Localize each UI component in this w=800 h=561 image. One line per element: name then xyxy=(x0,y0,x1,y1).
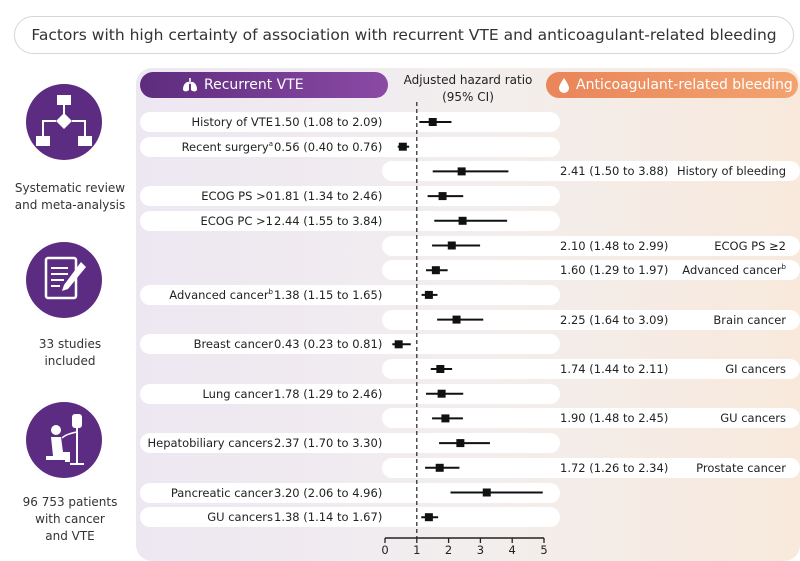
hr-marker xyxy=(457,167,466,176)
hr-marker xyxy=(438,192,447,201)
hr-marker xyxy=(456,439,465,448)
recurrent-vte-header: Recurrent VTE xyxy=(140,72,388,98)
factor-label: Advanced cancerb xyxy=(169,287,273,302)
table-row: Pancreatic cancer 3.20 (2.06 to 4.96) xyxy=(140,482,560,503)
hazard-ratio-value: 2.44 (1.55 to 3.84) xyxy=(274,213,383,228)
hr-marker xyxy=(398,142,407,151)
factor-label: Breast cancer xyxy=(193,337,273,352)
chart-title: Factors with high certainty of associati… xyxy=(14,16,794,54)
x-tick-label: 5 xyxy=(540,543,547,557)
table-row: Advanced cancerb 1.38 (1.15 to 1.65) xyxy=(140,284,560,305)
factor-label: ECOG PS >0 xyxy=(201,189,273,204)
flowchart-icon xyxy=(26,84,102,160)
hr-marker xyxy=(452,315,461,324)
study-summary-panel: Systematic review and meta-analysis 33 s… xyxy=(0,70,140,561)
table-row: Advanced cancerb 1.60 (1.29 to 1.97) xyxy=(382,260,800,281)
studies-count-label: 33 studies included xyxy=(38,337,102,368)
x-tick-label: 3 xyxy=(477,543,484,557)
document-pencil-icon xyxy=(26,242,102,318)
x-tick-label: 4 xyxy=(509,543,516,557)
study-design-label: Systematic review and meta-analysis xyxy=(14,181,126,212)
hazard-ratio-value: 1.38 (1.14 to 1.67) xyxy=(274,510,383,525)
table-row: Brain cancer 2.25 (1.64 to 3.09) xyxy=(382,309,800,330)
factor-label: Lung cancer xyxy=(202,386,273,401)
hazard-ratio-value: 2.10 (1.48 to 2.99) xyxy=(560,238,669,253)
lungs-icon xyxy=(182,77,198,93)
hr-marker xyxy=(431,266,440,275)
table-row: Hepatobiliary cancers 2.37 (1.70 to 3.30) xyxy=(140,433,560,454)
factor-label: Prostate cancer xyxy=(696,460,786,475)
factor-label: GI cancers xyxy=(725,362,786,376)
hr-marker xyxy=(447,241,456,250)
hazard-ratio-value: 1.50 (1.08 to 2.09) xyxy=(274,115,383,129)
hazard-ratio-value: 1.72 (1.26 to 2.34) xyxy=(560,460,669,475)
factor-label: Brain cancer xyxy=(713,312,786,327)
hazard-ratio-value: 0.56 (0.40 to 0.76) xyxy=(274,139,383,154)
hazard-ratio-value: 2.37 (1.70 to 3.30) xyxy=(274,436,383,451)
factor-label: History of bleeding xyxy=(676,164,786,179)
table-row: GI cancers 1.74 (1.44 to 2.11) xyxy=(382,359,800,379)
hazard-ratio-value: 1.60 (1.29 to 1.97) xyxy=(560,263,669,278)
hazard-ratio-value: 2.25 (1.64 to 3.09) xyxy=(560,312,669,327)
factor-label: GU cancers xyxy=(207,510,273,525)
x-tick-label: 0 xyxy=(381,543,388,557)
patient-iv-drip-icon xyxy=(26,402,102,478)
hazard-ratio-value: 0.43 (0.23 to 0.81) xyxy=(274,337,383,352)
hr-marker xyxy=(437,389,446,398)
table-row: Breast cancer 0.43 (0.23 to 0.81) xyxy=(140,334,560,355)
hazard-ratio-value: 1.74 (1.44 to 2.11) xyxy=(560,362,669,376)
table-row: Lung cancer 1.78 (1.29 to 2.46) xyxy=(140,383,560,404)
table-row: ECOG PC >1 2.44 (1.55 to 3.84) xyxy=(140,210,560,231)
hr-marker xyxy=(482,488,491,497)
factor-label: Advanced cancerb xyxy=(682,263,786,278)
forest-plot: 0 1 2 3 4 5 xyxy=(381,102,548,557)
hazard-ratio-value: 1.90 (1.48 to 2.45) xyxy=(560,411,669,426)
hr-marker xyxy=(424,513,433,522)
factor-label: GU cancers xyxy=(720,411,786,426)
hazard-ratio-value: 2.41 (1.50 to 3.88) xyxy=(560,164,669,179)
factor-label: Recent surgerya xyxy=(181,139,273,154)
hr-marker xyxy=(458,216,467,225)
patients-count-label: 96 753 patients with cancer and VTE xyxy=(22,495,118,543)
hazard-ratio-header: Adjusted hazard ratio (95% CI) xyxy=(403,73,533,104)
factor-label: History of VTE xyxy=(191,115,273,129)
hr-marker xyxy=(424,290,433,299)
x-tick-label: 1 xyxy=(413,543,420,557)
factor-label: ECOG PC >1 xyxy=(200,213,274,228)
hazard-ratio-value: 1.38 (1.15 to 1.65) xyxy=(274,287,383,302)
table-row: GU cancers 1.38 (1.14 to 1.67) xyxy=(140,507,560,528)
table-row: Prostate cancer 1.72 (1.26 to 2.34) xyxy=(382,457,800,478)
factor-label: Hepatobiliary cancers xyxy=(147,436,273,451)
hr-marker xyxy=(436,365,445,373)
table-row: GU cancers 1.90 (1.48 to 2.45) xyxy=(382,408,800,429)
factor-label: ECOG PS ≥2 xyxy=(714,238,786,253)
table-row: History of bleeding 2.41 (1.50 to 3.88) xyxy=(382,161,800,182)
table-row: History of VTE 1.50 (1.08 to 2.09) xyxy=(140,112,560,132)
hr-marker xyxy=(441,414,450,423)
hazard-ratio-value: 3.20 (2.06 to 4.96) xyxy=(274,485,383,500)
hazard-ratio-value: 1.78 (1.29 to 2.46) xyxy=(274,386,383,401)
bleeding-header: Anticoagulant-related bleeding xyxy=(546,72,798,98)
blood-drop-icon xyxy=(558,77,570,93)
table-row: ECOG PS >0 1.81 (1.34 to 2.46) xyxy=(140,186,560,207)
table-row: Recent surgerya 0.56 (0.40 to 0.76) xyxy=(140,136,560,157)
x-tick-label: 2 xyxy=(445,543,452,557)
table-row: ECOG PS ≥2 2.10 (1.48 to 2.99) xyxy=(382,235,800,256)
forest-plot-panel: Recurrent VTE Adjusted hazard ratio (95%… xyxy=(136,68,800,561)
hr-marker xyxy=(428,118,437,126)
factor-label: Pancreatic cancer xyxy=(170,485,273,500)
hazard-ratio-value: 1.81 (1.34 to 2.46) xyxy=(274,189,383,204)
hr-marker xyxy=(435,463,444,472)
hr-marker xyxy=(394,340,403,349)
